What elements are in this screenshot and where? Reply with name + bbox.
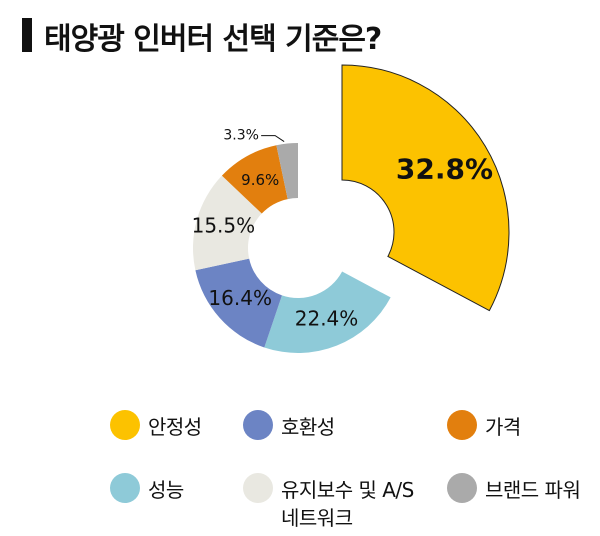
slice-label: 9.6% — [241, 171, 279, 189]
slice-label: 15.5% — [192, 214, 256, 238]
slice-label: 3.3% — [223, 128, 259, 144]
donut-slice — [193, 175, 262, 271]
chart-title: 태양광 인버터 선택 기준은? — [44, 22, 382, 57]
donut-slice — [264, 271, 391, 353]
slice-label: 16.4% — [208, 286, 272, 310]
donut-slice — [276, 143, 298, 200]
slice-label: 22.4% — [295, 307, 359, 331]
leader-line — [261, 135, 285, 142]
donut-slice — [195, 258, 282, 348]
title-bar — [22, 18, 32, 52]
slice-label: 32.8% — [396, 153, 493, 186]
donut-slice — [221, 145, 288, 214]
donut-slice — [341, 64, 510, 312]
